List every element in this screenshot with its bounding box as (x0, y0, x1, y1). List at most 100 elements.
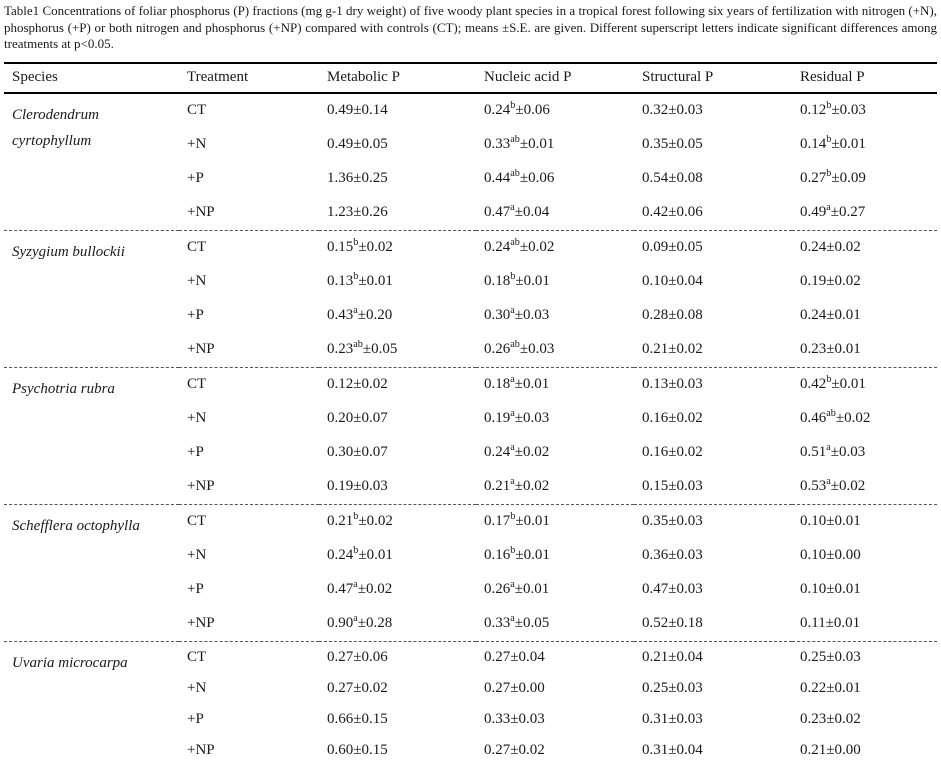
nucleic-acid-p-value: 0.24ab±0.02 (484, 237, 555, 255)
structural-p-value: 0.36±0.03 (642, 547, 703, 563)
metabolic-p-value: 0.12±0.02 (327, 376, 388, 392)
residual-p-value: 0.10±0.01 (800, 513, 861, 529)
nucleic-acid-p-value: 0.26a±0.01 (484, 579, 550, 597)
structural-p-value: 0.42±0.06 (642, 204, 703, 220)
table-row: +P 0.30±0.07 0.24a±0.02 0.16±0.02 0.51a±0.03 (4, 436, 937, 470)
treatment-label: +P (187, 710, 204, 727)
treatment-label: +NP (187, 478, 215, 494)
table-header: Species Treatment Metabolic P Nucleic ac… (4, 63, 937, 93)
species-name: Psychotria rubra (12, 380, 115, 397)
nucleic-acid-p-value: 0.44ab±0.06 (484, 168, 555, 186)
table-row: +N 0.13b±0.01 0.18b±0.01 0.10±0.04 0.19±0.02 (4, 265, 937, 299)
structural-p-value: 0.09±0.05 (642, 239, 703, 255)
structural-p-value: 0.47±0.03 (642, 581, 703, 597)
treatment-label: +P (187, 444, 204, 460)
species-name: Schefflera octophylla (12, 517, 140, 534)
nucleic-acid-p-value: 0.27±0.04 (484, 648, 545, 665)
metabolic-p-value: 0.66±0.15 (327, 710, 388, 727)
residual-p-value: 0.27b±0.09 (800, 168, 866, 186)
nucleic-acid-p-value: 0.18a±0.01 (484, 374, 550, 392)
table-row: +N 0.27±0.02 0.27±0.00 0.25±0.03 0.22±0.01 (4, 673, 937, 704)
metabolic-p-value: 0.49±0.05 (327, 136, 388, 152)
structural-p-value: 0.16±0.02 (642, 444, 703, 460)
species-name: Uvaria microcarpa (12, 654, 128, 671)
nucleic-acid-p-value: 0.47a±0.04 (484, 202, 550, 220)
header-row: Species Treatment Metabolic P Nucleic ac… (4, 63, 937, 93)
residual-p-value: 0.12b±0.03 (800, 100, 866, 118)
structural-p-value: 0.31±0.04 (642, 741, 703, 758)
species-name: Clerodendrum cyrtophyllum (12, 106, 99, 149)
species-block: Clerodendrum cyrtophyllum CT 0.49±0.14 0.24… (4, 93, 937, 231)
residual-p-value: 0.46ab±0.02 (800, 408, 871, 426)
structural-p-value: 0.21±0.02 (642, 341, 703, 357)
treatment-label: +N (187, 410, 207, 426)
residual-p-value: 0.21±0.00 (800, 741, 861, 758)
table-row: +N 0.20±0.07 0.19a±0.03 0.16±0.02 0.46ab±0.0… (4, 402, 937, 436)
table-row: +P 0.47a±0.02 0.26a±0.01 0.47±0.03 0.10±0.01 (4, 573, 937, 607)
structural-p-value: 0.32±0.03 (642, 102, 703, 118)
residual-p-value: 0.25±0.03 (800, 648, 861, 665)
residual-p-value: 0.19±0.02 (800, 273, 861, 289)
nucleic-acid-p-value: 0.33a±0.05 (484, 613, 550, 631)
treatment-label: CT (187, 648, 207, 665)
structural-p-value: 0.54±0.08 (642, 170, 703, 186)
nucleic-acid-p-value: 0.24a±0.02 (484, 442, 550, 460)
treatment-label: +NP (187, 615, 215, 631)
metabolic-p-value: 1.36±0.25 (327, 170, 388, 186)
metabolic-p-value: 0.43a±0.20 (327, 305, 393, 323)
nucleic-acid-p-value: 0.33ab±0.01 (484, 134, 555, 152)
col-header-structural-p: Structural P (642, 69, 714, 85)
col-header-residual-p: Residual P (800, 69, 865, 85)
treatment-label: +NP (187, 204, 215, 220)
metabolic-p-value: 0.49±0.14 (327, 102, 388, 118)
fractions-table: Species Treatment Metabolic P Nucleic ac… (4, 61, 937, 766)
treatment-label: +N (187, 273, 207, 289)
metabolic-p-value: 0.13b±0.01 (327, 271, 393, 289)
metabolic-p-value: 1.23±0.26 (327, 204, 388, 220)
table-row: +NP 0.60±0.15 0.27±0.02 0.31±0.04 0.21±0.00 (4, 735, 937, 766)
structural-p-value: 0.52±0.18 (642, 615, 703, 631)
metabolic-p-value: 0.47a±0.02 (327, 579, 393, 597)
structural-p-value: 0.15±0.03 (642, 478, 703, 494)
nucleic-acid-p-value: 0.18b±0.01 (484, 271, 550, 289)
metabolic-p-value: 0.24b±0.01 (327, 545, 393, 563)
nucleic-acid-p-value: 0.16b±0.01 (484, 545, 550, 563)
col-header-treatment: Treatment (187, 69, 249, 85)
table-row: +NP 0.19±0.03 0.21a±0.02 0.15±0.03 0.53a±0.0… (4, 470, 937, 505)
metabolic-p-value: 0.27±0.06 (327, 648, 388, 665)
residual-p-value: 0.51a±0.03 (800, 442, 866, 460)
structural-p-value: 0.35±0.05 (642, 136, 703, 152)
metabolic-p-value: 0.27±0.02 (327, 679, 388, 696)
col-header-metabolic-p: Metabolic P (327, 69, 400, 85)
treatment-label: +P (187, 581, 204, 597)
species-block: Uvaria microcarpa CT 0.27±0.06 0.27±0.04 0.2… (4, 641, 937, 766)
residual-p-value: 0.24±0.01 (800, 307, 861, 323)
residual-p-value: 0.23±0.02 (800, 710, 861, 727)
metabolic-p-value: 0.15b±0.02 (327, 237, 393, 255)
table-row: Schefflera octophylla CT 0.21b±0.02 0.17b±0… (4, 504, 937, 539)
species-block: Psychotria rubra CT 0.12±0.02 0.18a±0.01 0.1… (4, 367, 937, 504)
species-block: Schefflera octophylla CT 0.21b±0.02 0.17b±0… (4, 504, 937, 641)
metabolic-p-value: 0.21b±0.02 (327, 511, 393, 529)
nucleic-acid-p-value: 0.33±0.03 (484, 710, 545, 727)
table-row: +N 0.24b±0.01 0.16b±0.01 0.36±0.03 0.10±0.00 (4, 539, 937, 573)
nucleic-acid-p-value: 0.27±0.00 (484, 679, 545, 696)
nucleic-acid-p-value: 0.19a±0.03 (484, 408, 550, 426)
treatment-label: +N (187, 136, 207, 152)
table-row: +NP 0.23ab±0.05 0.26ab±0.03 0.21±0.02 0.23±0… (4, 333, 937, 368)
nucleic-acid-p-value: 0.17b±0.01 (484, 511, 550, 529)
table-row: Clerodendrum cyrtophyllum CT 0.49±0.14 0.24… (4, 93, 937, 148)
metabolic-p-value: 0.19±0.03 (327, 478, 388, 494)
structural-p-value: 0.35±0.03 (642, 513, 703, 529)
nucleic-acid-p-value: 0.30a±0.03 (484, 305, 550, 323)
table-row: Syzygium bullockii CT 0.15b±0.02 0.24ab±0.0… (4, 230, 937, 265)
residual-p-value: 0.11±0.01 (800, 615, 861, 631)
residual-p-value: 0.10±0.01 (800, 581, 861, 597)
residual-p-value: 0.14b±0.01 (800, 134, 866, 152)
nucleic-acid-p-value: 0.27±0.02 (484, 741, 545, 758)
treatment-label: +N (187, 547, 207, 563)
nucleic-acid-p-value: 0.26ab±0.03 (484, 339, 555, 357)
residual-p-value: 0.42b±0.01 (800, 374, 866, 392)
treatment-label: CT (187, 376, 207, 392)
